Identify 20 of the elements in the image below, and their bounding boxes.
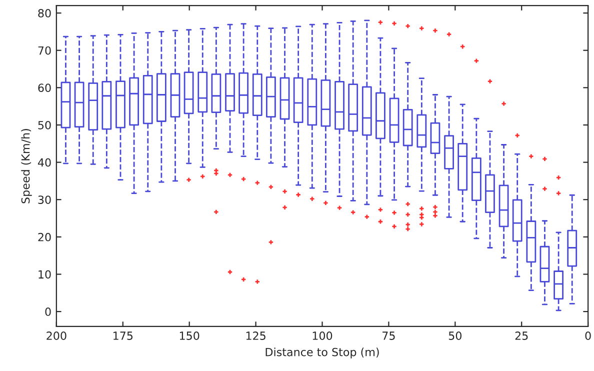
x-tick-label: 50 [448,332,462,340]
y-tick-label: 50 [38,120,51,130]
y-tick-label: 80 [38,9,51,18]
y-tick-label: 30 [38,196,51,204]
x-tick-label: 25 [515,332,528,340]
x-tick-label: 200 [46,332,66,340]
y-tick-label: 40 [38,158,51,167]
x-tick-label: 125 [246,332,266,340]
x-tick-label: 0 [585,332,591,340]
x-tick-label: 100 [312,332,332,340]
y-tick-label: 60 [38,84,51,92]
x-tick-label: 175 [114,332,133,340]
y-tick-label: 20 [38,232,51,242]
y-tick-label: 0 [45,308,51,316]
x-tick-label: 150 [180,332,200,340]
y-tick-label: 70 [38,46,51,55]
y-axis-title: Speed (Km/h) [21,129,32,204]
x-axis-title: Distance to Stop (m) [266,348,379,358]
x-tick-label: 75 [382,332,395,340]
y-tick-label: 10 [38,270,51,279]
